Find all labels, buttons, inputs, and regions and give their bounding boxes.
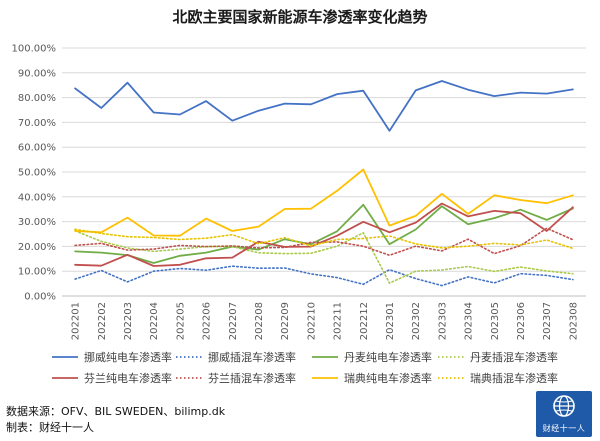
- y-tick-label: 80.00%: [18, 93, 56, 104]
- legend-label: 挪威纯电车渗透率: [84, 350, 172, 364]
- y-tick-label: 0.00%: [24, 292, 56, 303]
- y-tick-label: 40.00%: [18, 192, 56, 203]
- series-line-7: [74, 168, 574, 237]
- x-tick-label: 202304: [464, 302, 475, 340]
- legend-item: 芬兰插混车渗透率: [176, 371, 296, 385]
- x-axis-ticks: 202201 202202 202203 202204 202205 202206 2022…: [71, 302, 580, 340]
- series-line-8: [74, 228, 574, 250]
- y-tick-label: 10.00%: [18, 267, 56, 278]
- x-tick-label: 202207: [228, 302, 239, 340]
- legend-item: 挪威插混车渗透率: [176, 350, 296, 364]
- x-tick-label: 202307: [542, 302, 553, 340]
- y-axis-ticks: 0.00% 10.00% 20.00% 30.00% 40.00% 50.00% 60.00…: [12, 44, 57, 303]
- legend-label: 瑞典插混车渗透率: [470, 371, 558, 385]
- x-tick-label: 202208: [254, 302, 265, 340]
- chart-title: 北欧主要国家新能源车渗透率变化趋势: [172, 8, 427, 26]
- x-tick-label: 202303: [437, 302, 448, 340]
- y-tick-label: 60.00%: [18, 143, 56, 154]
- y-tick-label: 70.00%: [18, 118, 56, 129]
- x-tick-label: 202204: [149, 302, 160, 340]
- legend-item: 芬兰纯电车渗透率: [52, 371, 172, 385]
- legend-item: 瑞典插混车渗透率: [438, 371, 558, 385]
- x-tick-label: 202211: [333, 302, 344, 340]
- x-tick-label: 202212: [359, 302, 370, 340]
- x-tick-label: 202302: [411, 302, 422, 340]
- x-tick-label: 202305: [490, 302, 501, 340]
- globe-icon: [553, 395, 575, 417]
- series-line-2: [74, 265, 574, 287]
- footer: 数据来源：OFV、BIL SWEDEN、bilimp.dk 制表：财经十一人: [6, 404, 225, 436]
- x-tick-label: 202206: [202, 302, 213, 340]
- y-tick-label: 100.00%: [12, 44, 57, 55]
- legend-label: 挪威插混车渗透率: [208, 350, 296, 364]
- series-line-6: [74, 227, 574, 257]
- y-tick-label: 30.00%: [18, 217, 56, 228]
- legend: 挪威纯电车渗透率 挪威插混车渗透率 丹麦纯电车渗透率 丹麦插混车渗透率芬兰纯电车渗透率…: [52, 350, 558, 385]
- series-line-1: [74, 80, 574, 132]
- legend-item: 丹麦纯电车渗透率: [312, 350, 432, 364]
- x-tick-label: 202205: [175, 302, 186, 340]
- y-tick-label: 20.00%: [18, 242, 56, 253]
- x-tick-label: 202202: [97, 302, 108, 340]
- legend-item: 挪威纯电车渗透率: [52, 350, 172, 364]
- legend-label: 芬兰纯电车渗透率: [84, 371, 172, 385]
- y-tick-label: 50.00%: [18, 168, 56, 179]
- legend-item: 瑞典纯电车渗透率: [312, 371, 432, 385]
- x-tick-label: 202201: [71, 302, 82, 340]
- legend-label: 丹麦插混车渗透率: [470, 350, 558, 364]
- grid: [62, 47, 586, 297]
- x-tick-label: 202210: [306, 302, 317, 340]
- y-tick-label: 90.00%: [18, 68, 56, 79]
- x-tick-label: 202203: [123, 302, 134, 340]
- legend-label: 丹麦纯电车渗透率: [344, 350, 432, 364]
- series-lines: [74, 80, 574, 287]
- data-source: 数据来源：OFV、BIL SWEDEN、bilimp.dk: [6, 405, 226, 418]
- series-line-4: [74, 230, 574, 284]
- legend-item: 丹麦插混车渗透率: [438, 350, 558, 364]
- x-tick-label: 202308: [568, 302, 579, 340]
- legend-label: 芬兰插混车渗透率: [208, 371, 296, 385]
- series-line-5: [74, 202, 574, 267]
- legend-label: 瑞典纯电车渗透率: [344, 371, 432, 385]
- x-tick-label: 202209: [280, 302, 291, 340]
- x-tick-label: 202301: [385, 302, 396, 340]
- table-maker: 制表：财经十一人: [6, 421, 94, 434]
- x-tick-label: 202306: [516, 302, 527, 340]
- series-line-3: [74, 203, 574, 264]
- brand-logo: 财经十一人: [536, 391, 592, 437]
- logo-text: 财经十一人: [542, 424, 586, 433]
